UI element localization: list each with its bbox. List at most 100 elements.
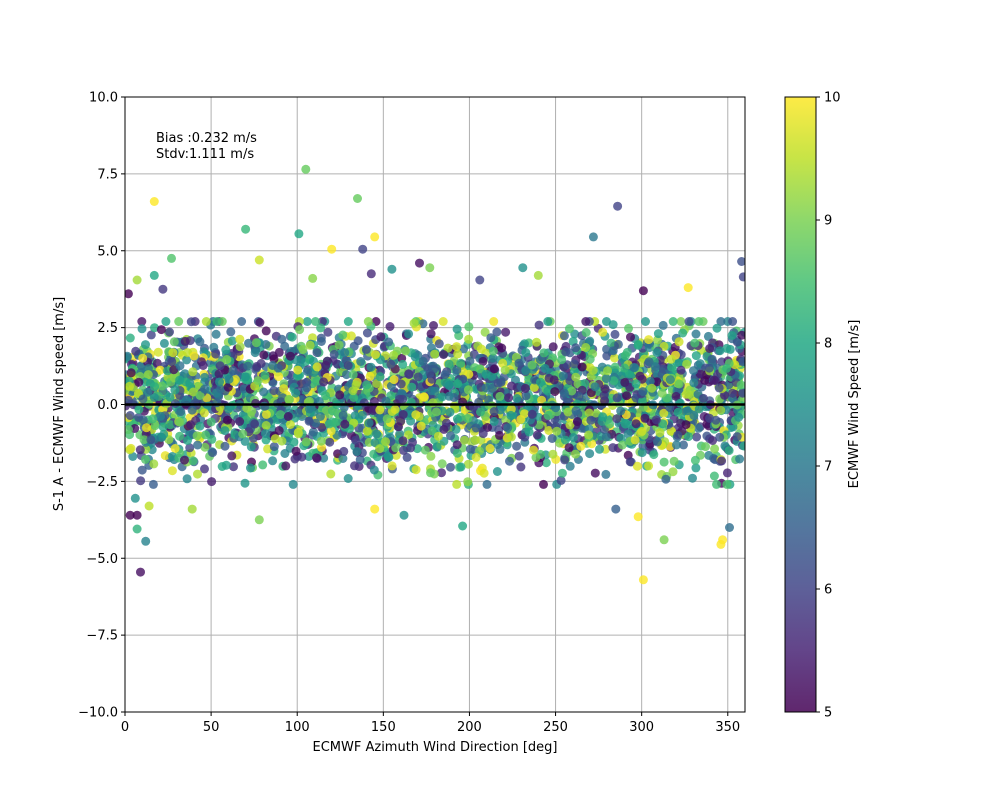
- scatter-point: [275, 410, 285, 420]
- scatter-point: [259, 387, 269, 397]
- scatter-point: [125, 425, 133, 435]
- scatter-point: [364, 418, 374, 428]
- scatter-point: [529, 382, 539, 392]
- scatter-point: [682, 406, 692, 416]
- scatter-point: [312, 362, 322, 372]
- scatter-point: [600, 384, 610, 394]
- scatter-point: [637, 448, 647, 458]
- scatter-point: [351, 435, 361, 445]
- scatter-point: [475, 275, 485, 285]
- scatter-point: [635, 371, 645, 381]
- scatter-point: [666, 354, 676, 364]
- scatter-point: [269, 386, 279, 396]
- scatter-point: [651, 415, 661, 425]
- scatter-point: [199, 408, 209, 418]
- scatter-point: [465, 356, 475, 366]
- scatter-point: [420, 445, 430, 455]
- scatter-point: [689, 410, 699, 420]
- scatter-point: [152, 358, 162, 368]
- scatter-point: [125, 411, 135, 420]
- scatter-point: [280, 449, 290, 458]
- scatter-point: [622, 391, 632, 401]
- scatter-point: [359, 398, 369, 408]
- scatter-point: [737, 330, 745, 340]
- scatter-point: [704, 363, 714, 373]
- scatter-point: [722, 363, 732, 373]
- scatter-point: [195, 337, 205, 347]
- scatter-point: [244, 338, 253, 348]
- scatter-point: [478, 356, 488, 366]
- scatter-point: [206, 417, 216, 427]
- scatter-point: [482, 479, 492, 489]
- scatter-point: [541, 458, 551, 468]
- scatter-point: [564, 443, 574, 453]
- scatter-point: [188, 367, 198, 377]
- colorbar-frame: [784, 96, 817, 713]
- scatter-point: [198, 361, 208, 370]
- scatter-point: [175, 417, 185, 427]
- scatter-point: [167, 466, 177, 476]
- scatter-point: [681, 420, 691, 430]
- colorbar-gradient: [785, 97, 816, 712]
- scatter-point: [136, 567, 145, 577]
- scatter-point: [398, 410, 408, 419]
- scatter-point: [581, 317, 591, 326]
- scatter-point: [647, 383, 657, 393]
- scatter-point: [439, 424, 449, 434]
- scatter-point: [452, 342, 462, 352]
- scatter-point: [569, 359, 579, 369]
- scatter-point: [617, 440, 627, 450]
- scatter-point: [668, 317, 678, 326]
- scatter-point: [470, 435, 480, 445]
- scatter-point: [144, 501, 154, 511]
- scatter-point: [411, 410, 421, 420]
- scatter-point: [426, 468, 435, 478]
- scatter-point: [224, 374, 234, 384]
- scatter-point: [426, 329, 436, 339]
- scatter-point: [200, 372, 210, 382]
- scatter-point: [535, 355, 545, 365]
- scatter-point: [382, 414, 392, 424]
- scatter-point: [157, 381, 167, 391]
- scatter-point: [564, 324, 574, 334]
- scatter-point: [338, 330, 348, 340]
- scatter-point: [427, 426, 437, 436]
- scatter-point: [428, 398, 438, 408]
- scatter-point: [437, 392, 447, 402]
- scatter-point: [707, 354, 717, 364]
- scatter-point: [652, 348, 662, 358]
- scatter-point: [386, 359, 396, 369]
- scatter-point: [176, 407, 186, 417]
- scatter-point: [641, 317, 650, 326]
- scatter-point: [429, 321, 438, 330]
- scatter-point: [281, 461, 291, 471]
- scatter-point: [565, 461, 575, 471]
- scatter-point: [132, 510, 142, 520]
- scatter-point: [398, 359, 408, 369]
- scatter-point: [167, 253, 176, 263]
- scatter-point: [605, 419, 615, 429]
- scatter-point: [658, 320, 668, 330]
- scatter-point: [137, 465, 147, 475]
- scatter-point: [389, 375, 399, 385]
- scatter-point: [134, 405, 144, 414]
- scatter-point: [165, 420, 175, 430]
- scatter-point: [633, 512, 643, 522]
- scatter-point: [657, 388, 667, 398]
- y-tick-label: −2.5: [86, 475, 118, 490]
- scatter-point: [672, 440, 681, 450]
- scatter-point: [255, 318, 265, 327]
- scatter-point: [609, 376, 619, 386]
- scatter-point: [644, 461, 654, 471]
- scatter-point: [182, 474, 192, 484]
- scatter-point: [369, 465, 379, 475]
- scatter-point: [725, 523, 734, 532]
- scatter-point: [691, 463, 701, 473]
- scatter-point: [584, 408, 594, 418]
- scatter-point: [481, 383, 491, 393]
- scatter-point: [208, 448, 218, 458]
- scatter-point: [187, 504, 197, 514]
- scatter-point: [495, 430, 504, 440]
- scatter-point: [471, 452, 481, 462]
- scatter-point: [552, 426, 562, 436]
